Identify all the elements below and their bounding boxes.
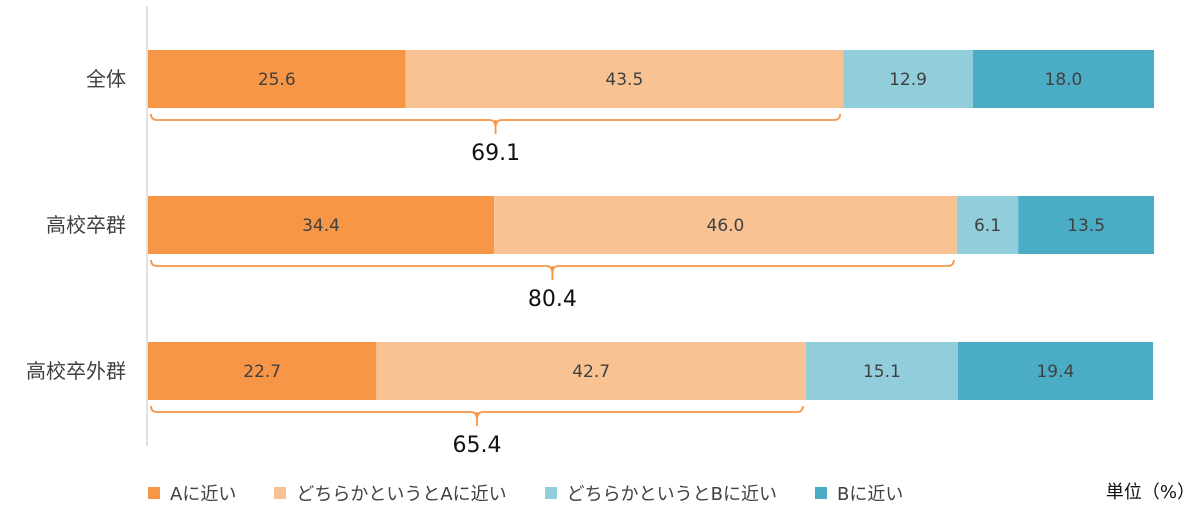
bar-segment [956, 196, 1019, 254]
bracket [150, 259, 955, 280]
data-label: 46.0 [707, 216, 745, 236]
bar-segment [376, 342, 806, 400]
category-label: 高校卒群 [46, 213, 126, 237]
bar-segment [405, 50, 844, 108]
legend-item: どちらかというとAに近い [274, 480, 507, 506]
bar-segment [148, 342, 377, 400]
bar-segment [843, 50, 973, 108]
bars-layer: 全体 25.6 43.5 12.9 18.0 69.1 高校卒群 34.4 46.0 6.1 13.… [26, 50, 1154, 458]
bracket-total-label: 69.1 [471, 141, 520, 166]
legend-item: どちらかというとBに近い [544, 480, 777, 506]
unit-label: 単位（%） [1105, 482, 1195, 503]
bracket-total-label: 65.4 [452, 433, 501, 458]
legend-item: Bに近い [815, 480, 903, 506]
bar-segment [972, 50, 1154, 108]
bar-segment [494, 196, 957, 254]
data-label: 18.0 [1045, 70, 1083, 90]
bar-segment [148, 196, 495, 254]
category-label: 高校卒外群 [26, 359, 126, 383]
data-label: 19.4 [1036, 362, 1074, 382]
stacked-bar-chart: 全体 25.6 43.5 12.9 18.0 69.1 高校卒群 34.4 46.0 6.1 13.… [26, 6, 1154, 458]
bar-segment [1018, 196, 1154, 254]
category-label: 全体 [86, 67, 126, 91]
data-label: 13.5 [1067, 216, 1105, 236]
data-label: 12.9 [889, 70, 927, 90]
legend-swatch [544, 487, 557, 499]
legend-swatch [148, 487, 160, 499]
data-label: 34.4 [302, 216, 340, 236]
legend-label: Aに近い [170, 484, 237, 505]
legend-label: どちらかというとBに近い [566, 484, 777, 505]
data-label: 25.6 [258, 70, 296, 90]
bracket-total-label: 80.4 [528, 287, 577, 312]
legend: Aに近い どちらかというとAに近い どちらかというとBに近い Bに近い [148, 480, 941, 506]
data-label: 6.1 [974, 216, 1001, 236]
data-label: 43.5 [605, 70, 643, 90]
bar-segment [148, 50, 406, 108]
data-label: 42.7 [572, 362, 610, 382]
legend-swatch [815, 487, 827, 499]
bar-segment [957, 342, 1153, 400]
legend-swatch [274, 487, 287, 499]
data-label: 15.1 [863, 362, 901, 382]
bracket [150, 405, 804, 426]
data-label: 22.7 [243, 362, 281, 382]
bar-segment [805, 342, 958, 400]
legend-item: Aに近い [148, 480, 236, 506]
bracket [150, 113, 842, 134]
legend-label: どちらかというとAに近い [296, 484, 507, 505]
legend-label: Bに近い [837, 484, 904, 505]
